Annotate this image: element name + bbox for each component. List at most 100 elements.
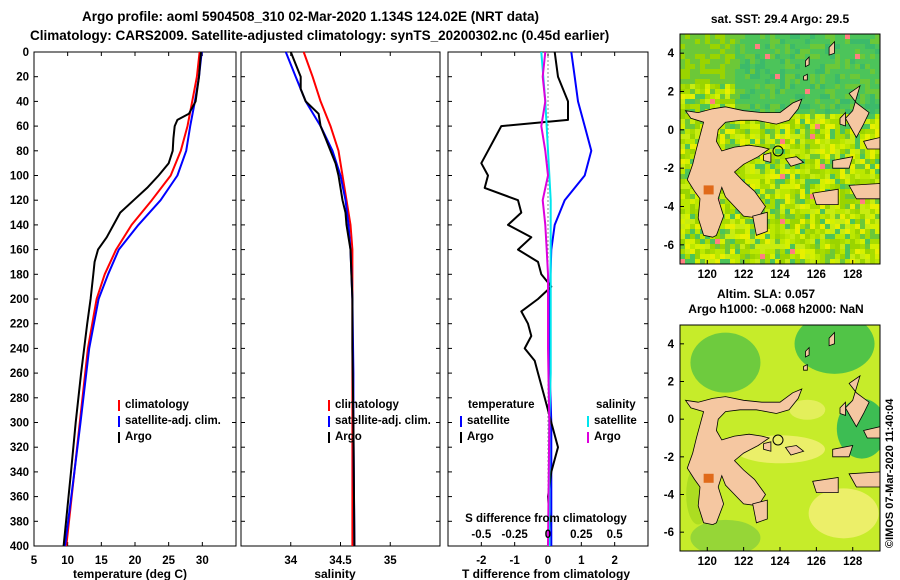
- sst-cell: [835, 244, 841, 250]
- sst-cell: [830, 219, 836, 225]
- sst-cell: [790, 194, 796, 200]
- sst-cell: [825, 49, 831, 55]
- sst-cell: [770, 244, 776, 250]
- sst-cell: [745, 49, 751, 55]
- sst-cell: [745, 89, 751, 95]
- sst-cell: [860, 49, 866, 55]
- sst-cell: [870, 224, 876, 230]
- sst-cell: [755, 89, 761, 95]
- sst-cell: [690, 79, 696, 85]
- island: [845, 84, 870, 139]
- sst-cell: [785, 34, 791, 40]
- sst-cell: [830, 89, 836, 95]
- difference-xlabel: T difference from climatology: [462, 567, 630, 580]
- sst-cell: [770, 169, 776, 175]
- sst-cell: [770, 159, 776, 165]
- sst-cell: [840, 234, 846, 240]
- sst-cell: [805, 224, 811, 230]
- sst-cell: [690, 124, 696, 130]
- sst-cell: [785, 239, 791, 245]
- sst-cell: [720, 94, 726, 100]
- sst-cell: [820, 114, 826, 120]
- sst-cell: [775, 59, 781, 65]
- sst-cell: [825, 74, 831, 80]
- sst-cell: [830, 249, 836, 255]
- sst-cell: [805, 139, 811, 145]
- depth-tick-label: 40: [16, 96, 29, 108]
- sst-cell: [770, 139, 776, 145]
- sst-cell: [835, 99, 841, 105]
- sst-cell: [760, 99, 766, 105]
- sst-cell: [815, 214, 821, 220]
- sst-cell: [810, 259, 816, 264]
- sst-cell: [815, 114, 821, 120]
- sst-cell: [755, 119, 761, 125]
- sst-cell: [805, 39, 811, 45]
- sst-cell: [820, 89, 826, 95]
- sst-cell: [700, 259, 706, 264]
- sst-cell: [855, 94, 861, 100]
- sst-cell: [860, 204, 866, 210]
- sst-cell: [845, 129, 851, 135]
- sst-cell: [780, 254, 786, 260]
- sst-cell: [765, 134, 771, 140]
- temperature-panel: [33, 51, 237, 547]
- sst-cell: [825, 94, 831, 100]
- sst-cell: [755, 79, 761, 85]
- sst-cell: [690, 39, 696, 45]
- sst-cell: [870, 249, 876, 255]
- sst-cell: [765, 104, 771, 110]
- sst-cell: [850, 49, 856, 55]
- sst-cell: [735, 129, 741, 135]
- sst-cell: [725, 259, 731, 264]
- sst-cell: [775, 189, 781, 195]
- sst-cell: [870, 229, 876, 235]
- sst-cell: [805, 159, 811, 165]
- sst-cell: [775, 64, 781, 70]
- depth-tick-label: 140: [10, 220, 29, 232]
- sst-cell: [695, 69, 701, 75]
- sst-cell: [875, 204, 880, 210]
- sst-cell: [690, 204, 696, 210]
- sst-cell: [810, 124, 816, 130]
- sst-cell: [850, 174, 856, 180]
- sst-cell: [810, 239, 816, 245]
- sst-cell: [820, 214, 826, 220]
- series-t-satellite: [548, 51, 593, 546]
- sst-cell: [765, 64, 771, 70]
- sst-cell: [805, 89, 811, 95]
- sst-cell: [760, 254, 766, 260]
- sst-cell: [770, 79, 776, 85]
- sst-cell: [785, 169, 791, 175]
- sst-cell: [815, 139, 821, 145]
- sst-cell: [735, 214, 741, 220]
- sst-cell: [815, 244, 821, 250]
- sst-cell: [860, 84, 866, 90]
- sst-cell: [735, 219, 741, 225]
- sst-cell: [785, 119, 791, 125]
- sst-cell: [840, 34, 846, 40]
- sst-cell: [700, 254, 706, 260]
- sst-cell: [745, 39, 751, 45]
- sst-cell: [875, 64, 880, 70]
- sst-cell: [815, 229, 821, 235]
- sst-cell: [825, 184, 831, 190]
- sst-cell: [875, 44, 880, 50]
- sst-cell: [770, 234, 776, 240]
- sst-cell: [770, 129, 776, 135]
- sst-cell: [760, 59, 766, 65]
- sst-cell: [710, 84, 716, 90]
- sst-cell: [875, 34, 880, 40]
- sst-cell: [780, 169, 786, 175]
- sst-cell: [735, 64, 741, 70]
- sst-map: [680, 34, 880, 264]
- map-x-tick-label: 128: [843, 556, 863, 568]
- sst-cell: [830, 54, 836, 60]
- sst-cell: [865, 259, 871, 264]
- sst-cell: [820, 249, 826, 255]
- sst-cell: [785, 174, 791, 180]
- map-x-tick-label: 122: [734, 556, 753, 568]
- sst-cell: [745, 59, 751, 65]
- sst-cell: [820, 244, 826, 250]
- sst-cell: [690, 44, 696, 50]
